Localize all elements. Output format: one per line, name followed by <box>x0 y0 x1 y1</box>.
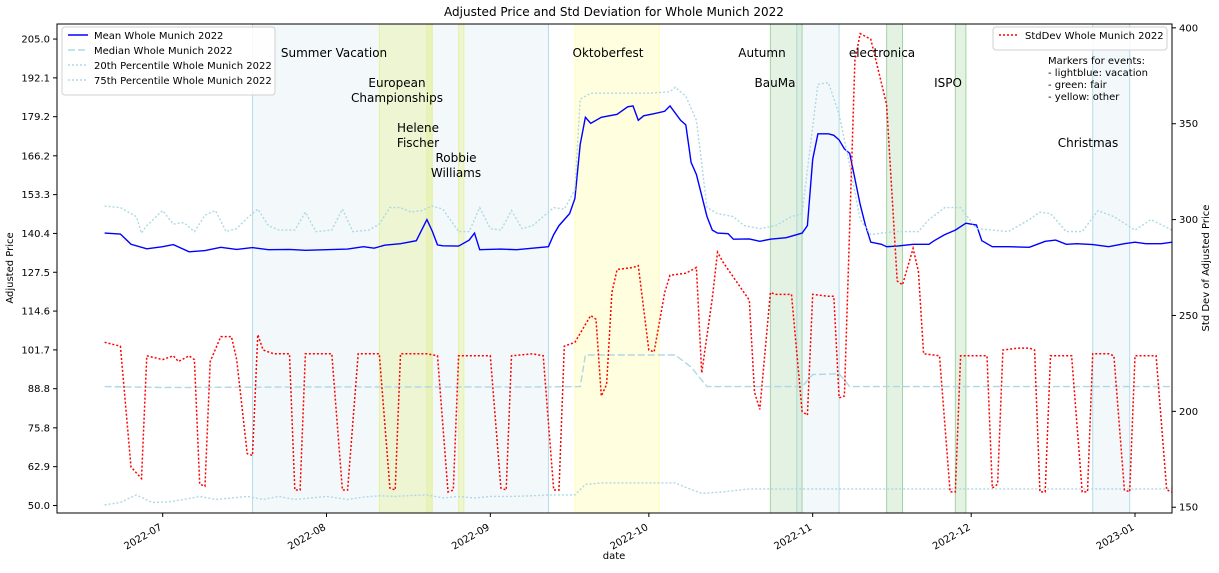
y-tick-label: 166.2 <box>21 151 50 162</box>
y2-tick-label: 400 <box>1179 23 1198 34</box>
y2-tick-label: 250 <box>1179 311 1198 322</box>
event-label-line: Championships <box>351 91 443 105</box>
x-tick-label: 2022-07 <box>122 522 164 552</box>
event-label: Christmas <box>1058 136 1119 150</box>
chart-title: Adjusted Price and Std Deviation for Who… <box>444 5 784 19</box>
y-axis-label: Adjusted Price <box>5 232 16 303</box>
event-label-line: Christmas <box>1058 136 1119 150</box>
event-labels: Summer Vacation European Championships Hele… <box>281 46 1118 180</box>
x-tick-label: 2022-12 <box>931 522 973 552</box>
y-axis-left: 50.0 62.9 75.8 88.8 101.7 114.6 127.5 140.4 153.… <box>21 35 57 512</box>
event-label: Autumn <box>738 46 785 60</box>
event-label-line: BauMa <box>755 76 796 90</box>
y-tick-label: 179.2 <box>21 112 50 123</box>
event-band <box>378 23 433 514</box>
event-label: electronica <box>849 46 915 60</box>
series-layer <box>104 32 1172 506</box>
event-label: Robbie Williams <box>431 151 481 180</box>
event-label: BauMa <box>755 76 796 90</box>
event-band <box>769 23 803 514</box>
y-tick-label: 205.0 <box>21 35 50 46</box>
event-label-line: Summer Vacation <box>281 46 387 60</box>
y-tick-label: 62.9 <box>28 462 50 473</box>
y-tick-label: 153.3 <box>21 190 50 201</box>
series-line <box>104 104 1172 253</box>
x-tick-label: 2022-09 <box>450 522 492 552</box>
legend-label: StdDev Whole Munich 2022 <box>1025 31 1164 42</box>
y-tick-label: 114.6 <box>21 307 50 318</box>
x-tick-label: 2023-01 <box>1095 522 1137 552</box>
marker-note-line: - green: fair <box>1048 80 1108 91</box>
x-axis-label: date <box>603 551 626 562</box>
y-tick-label: 101.7 <box>21 345 50 356</box>
event-band <box>574 23 660 514</box>
y2-axis-label: Std Dev of Adjusted Price <box>1201 205 1212 332</box>
y2-tick-label: 300 <box>1179 215 1198 226</box>
x-tick-label: 2022-10 <box>609 522 651 552</box>
x-tick-label: 2022-11 <box>772 522 814 552</box>
event-band <box>252 23 549 514</box>
legend-label: 20th Percentile Whole Munich 2022 <box>94 61 272 72</box>
y2-tick-label: 200 <box>1179 407 1198 418</box>
y-tick-label: 75.8 <box>28 423 50 434</box>
series-line <box>104 32 1172 493</box>
y2-tick-label: 350 <box>1179 119 1198 130</box>
x-tick-label: 2022-08 <box>286 522 328 552</box>
legend-label: Median Whole Munich 2022 <box>94 46 233 57</box>
y-axis-right: 150 200 250 300 350 400 <box>1172 23 1198 514</box>
event-label-line: Fischer <box>397 136 439 150</box>
legend-box <box>992 26 1168 51</box>
event-label: Helene Fischer <box>397 121 439 150</box>
plot-frame <box>56 23 1173 514</box>
event-label-line: electronica <box>849 46 915 60</box>
event-label: Summer Vacation <box>281 46 387 60</box>
y-tick-label: 50.0 <box>28 501 50 512</box>
event-label: Oktoberfest <box>573 46 644 60</box>
legend-right: StdDev Whole Munich 2022 <box>992 26 1168 51</box>
event-label-line: ISPO <box>934 76 962 90</box>
legend-left: Mean Whole Munich 2022 Median Whole Munic… <box>61 26 276 96</box>
y-tick-label: 140.4 <box>21 229 50 240</box>
marker-note-line: - yellow: other <box>1048 92 1120 103</box>
legend-label: 75th Percentile Whole Munich 2022 <box>94 76 272 87</box>
x-axis: 2022-07 2022-08 2022-09 2022-10 2022-11 2022-… <box>122 513 1137 552</box>
y-tick-label: 127.5 <box>21 268 50 279</box>
event-bands <box>252 23 1131 514</box>
marker-note: Markers for events:- lightblue: vacation… <box>1048 56 1148 103</box>
marker-note-line: Markers for events: <box>1048 56 1145 67</box>
event-label-line: European <box>368 76 425 90</box>
series-line <box>104 354 1172 389</box>
event-label: European Championships <box>351 76 443 105</box>
y2-tick-label: 150 <box>1179 503 1198 514</box>
marker-note-line: - lightblue: vacation <box>1048 68 1148 79</box>
event-label-line: Autumn <box>738 46 785 60</box>
event-band <box>886 23 903 514</box>
event-band <box>458 23 465 514</box>
y-tick-label: 192.1 <box>21 73 50 84</box>
series-line <box>104 482 1172 506</box>
legend-label: Mean Whole Munich 2022 <box>94 31 223 42</box>
legend-box <box>61 26 276 96</box>
event-label-line: Oktoberfest <box>573 46 644 60</box>
event-label-line: Helene <box>397 121 439 135</box>
event-label-line: Robbie <box>435 151 476 165</box>
y-tick-label: 88.8 <box>28 384 50 395</box>
event-label-line: Williams <box>431 166 481 180</box>
event-label: ISPO <box>934 76 962 90</box>
